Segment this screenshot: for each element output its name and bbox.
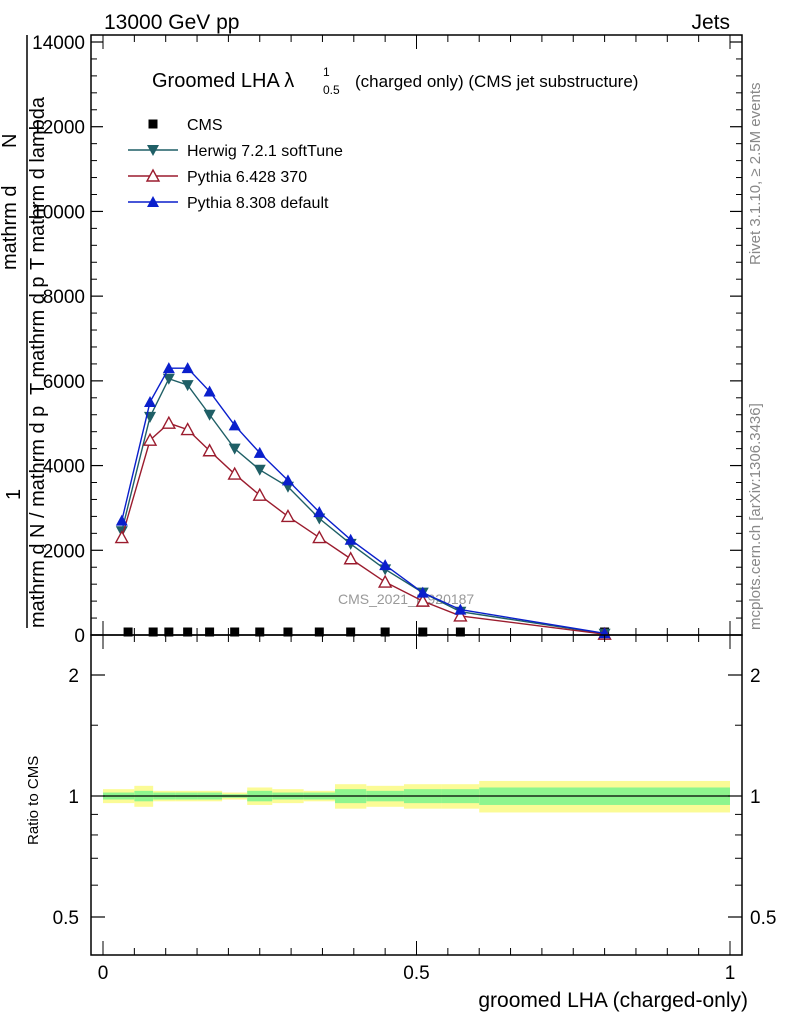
legend-label: CMS (187, 117, 223, 134)
data-point (114, 530, 129, 544)
data-point (162, 373, 175, 385)
x-tick-label: 1 (725, 963, 736, 984)
data-point (181, 380, 194, 392)
rivet-label: Rivet 3.1.10, ≥ 2.5M events (747, 83, 764, 266)
data-point (416, 586, 429, 598)
y-label-numerator: 1 (3, 489, 25, 500)
ratio-bands (103, 780, 730, 813)
data-point (344, 533, 357, 545)
plot-title-suffix: (charged only) (CMS jet substructure) (355, 72, 638, 91)
data-point (144, 396, 157, 408)
main-y-tick-label: 0 (74, 626, 85, 647)
y-label-den-line-2: T mathrm d p (27, 276, 49, 395)
data-point (205, 627, 215, 637)
data-point (314, 627, 324, 637)
x-tick-label: 0.5 (403, 963, 429, 984)
ratio-y-tick-label: 0.5 (53, 908, 79, 929)
plot-title-sub: 0.5 (323, 83, 340, 97)
data-point (455, 627, 465, 637)
data-point (228, 419, 241, 431)
data-point (148, 627, 158, 637)
data-point (379, 559, 392, 571)
data-point (162, 362, 175, 374)
data-point (280, 508, 296, 523)
main-y-tick-label: 14000 (32, 33, 85, 54)
legend-marker (145, 168, 161, 182)
series-3 (115, 362, 611, 639)
y-label-num-line-1: mathrm d (0, 186, 21, 270)
plot-title-main: Groomed LHA λ (152, 70, 294, 92)
data-point (312, 530, 327, 544)
data-point (230, 627, 240, 637)
y-label-den-line-1: mathrm d N / mathrm d p (27, 406, 49, 628)
ratio-y-tick-label-right: 1 (750, 787, 761, 808)
y-label-num-line-2: N (0, 134, 21, 148)
data-point (161, 415, 177, 429)
data-point (228, 443, 241, 455)
legend-marker (148, 119, 158, 129)
data-point (203, 385, 216, 397)
legend-marker (147, 145, 159, 156)
data-point (281, 474, 294, 486)
data-point (164, 627, 174, 637)
ratio-x-axis: 0 0.5 1 (98, 635, 736, 984)
main-y-tick-label: 12000 (32, 118, 85, 139)
legend: CMS Herwig 7.2.1 softTune Pythia 6.428 370… (128, 117, 343, 212)
data-point (283, 627, 293, 637)
analysis-watermark: CMS_2021_I1920187 (338, 591, 474, 607)
x-tick-label: 0 (98, 963, 109, 984)
data-point (343, 551, 358, 565)
main-y-tick-label: 4000 (43, 457, 85, 478)
data-point (380, 627, 390, 637)
legend-label: Herwig 7.2.1 softTune (187, 143, 343, 160)
main-y-tick-label: 6000 (43, 372, 85, 393)
series-2 (114, 415, 612, 640)
data-point (415, 593, 430, 607)
plot-title: Groomed LHA λ 1 0.5 (charged only) (CMS … (152, 65, 638, 97)
main-y-axis-label: 1 mathrm d N / mathrm d p T mathrm d p T… (0, 35, 49, 628)
ratio-y-tick-label: 1 (68, 787, 79, 808)
data-point (346, 627, 356, 637)
y-label-den-line-3: T mathrm d lambda (27, 96, 49, 270)
data-point (180, 422, 195, 436)
data-point (418, 627, 428, 637)
main-y-tick-label: 10000 (32, 202, 85, 223)
data-point (142, 432, 158, 446)
data-point (453, 608, 468, 622)
x-axis-label: groomed LHA (charged-only) (478, 989, 748, 1012)
ratio-y-tick-label-right: 0.5 (750, 908, 776, 929)
data-point (454, 603, 467, 615)
data-point (255, 627, 265, 637)
data-point (203, 409, 216, 421)
ratio-y-axis-label: Ratio to CMS (25, 756, 42, 845)
data-point (313, 506, 326, 518)
legend-label: Pythia 8.308 default (187, 195, 329, 212)
plot-title-sup: 1 (323, 65, 330, 79)
data-point (202, 443, 217, 457)
energy-label: 13000 GeV pp (104, 11, 239, 34)
data-point (183, 627, 193, 637)
data-point (123, 627, 133, 637)
data-point (181, 362, 194, 374)
main-y-tick-label: 2000 (43, 541, 85, 562)
data-point (252, 487, 267, 501)
data-point (253, 464, 266, 476)
data-point (115, 514, 128, 526)
ratio-y-tick-label: 2 (68, 666, 79, 687)
ratio-y-axis: 0.5 0.5 1 1 2 2 (53, 666, 777, 929)
main-y-axis: 0 2000 4000 6000 8000 10000 12000 14000 (32, 33, 742, 647)
legend-label: Pythia 6.428 370 (187, 169, 307, 186)
process-label: Jets (691, 11, 730, 34)
ratio-y-tick-label-right: 2 (750, 666, 761, 687)
mcplots-label: mcplots.cern.ch [arXiv:1306.3436] (747, 403, 764, 630)
legend-marker (147, 196, 159, 207)
series-layer (114, 362, 612, 640)
main-y-tick-label: 8000 (43, 287, 85, 308)
data-point (253, 446, 266, 458)
data-point (227, 466, 242, 480)
data-point (377, 574, 393, 588)
